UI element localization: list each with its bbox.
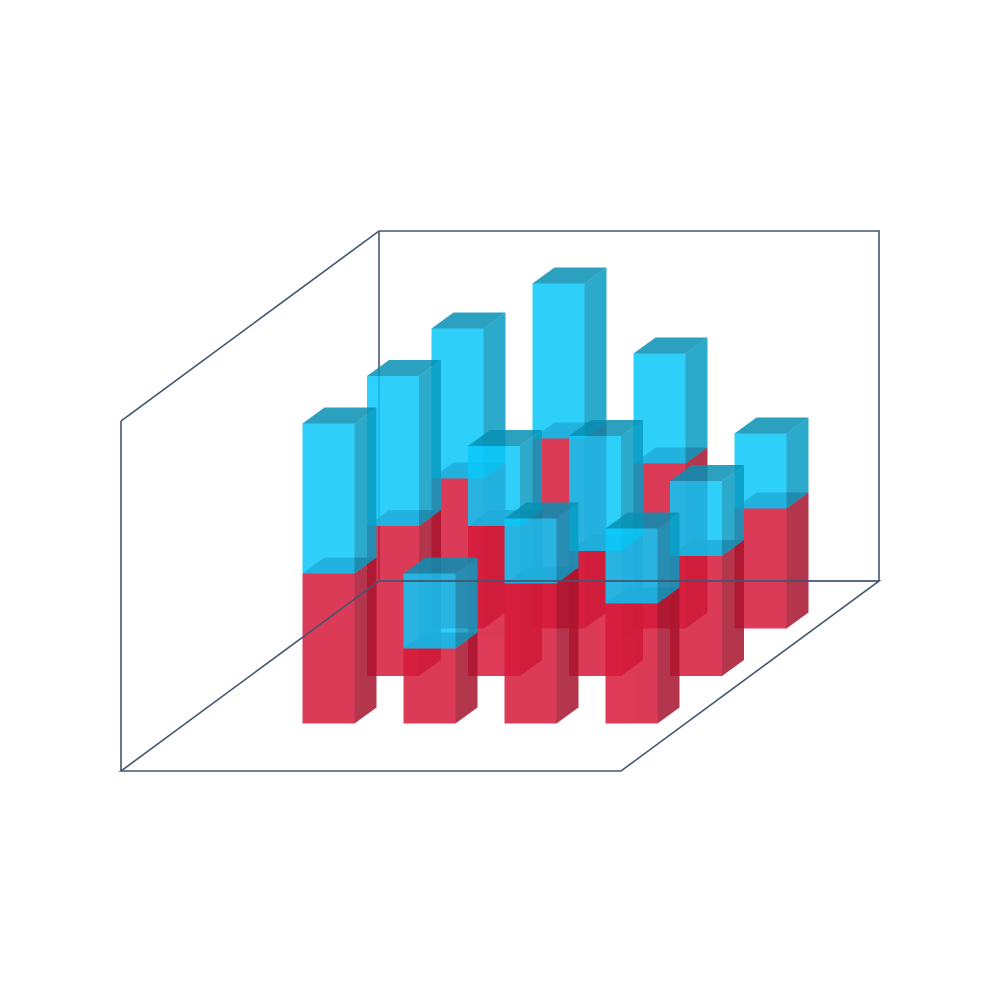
bar-top: [532, 267, 607, 284]
bar-side: [455, 632, 478, 724]
bar-front: [605, 603, 658, 724]
bar-segment-x2-z2-s2: [468, 430, 542, 526]
bar-side: [657, 587, 680, 724]
bar-front: [633, 353, 686, 464]
bar-front: [504, 518, 557, 584]
bar-segment-x4-z1-s1: [605, 587, 680, 724]
bar-front: [569, 436, 621, 551]
bar-segment-x2-z1-s2: [403, 557, 478, 649]
bar-front: [734, 508, 787, 629]
bar-front: [468, 446, 520, 526]
bar-top: [633, 337, 708, 354]
bar-side: [657, 512, 680, 604]
bar-front: [532, 283, 585, 439]
bar-top: [431, 312, 506, 329]
bar-side: [556, 502, 579, 584]
bar-top: [734, 417, 809, 434]
bar-segment-x3-z3-s2: [633, 337, 708, 464]
bar-side: [455, 557, 478, 649]
bar-top: [468, 430, 542, 446]
bar-segment-x1-z2-s2: [367, 360, 441, 526]
bar-segment-x4-z2-s2: [670, 465, 744, 556]
bar-top: [403, 557, 478, 574]
bar-top: [367, 360, 441, 376]
bar-front: [403, 573, 456, 649]
bar-side: [354, 407, 377, 574]
bar-side: [520, 430, 542, 526]
bar-segment-x4-z3-s2: [734, 417, 809, 509]
bar-top: [605, 512, 680, 529]
bar-side: [556, 567, 579, 724]
bar-segment-x4-z3-s1: [734, 492, 809, 629]
bar-front: [431, 328, 484, 479]
bar-front: [734, 433, 787, 509]
bar-segment-x3-z1-s1: [504, 567, 579, 724]
bar-front: [670, 556, 722, 676]
frame-back-top-edges: [120, 230, 880, 581]
bar-segment-x4-z2-s1: [670, 540, 744, 676]
bar-segment-x2-z3-s2: [532, 267, 607, 439]
bar-front: [403, 648, 456, 724]
bar-side: [354, 557, 377, 724]
chart-bars: [302, 267, 809, 724]
bar-top: [670, 465, 744, 481]
bar-side: [685, 337, 708, 464]
bar-top: [504, 502, 579, 519]
bar-front: [302, 573, 355, 724]
bar-top: [302, 407, 377, 424]
bar-front: [367, 376, 419, 526]
bar-side: [786, 492, 809, 629]
bar-front: [504, 583, 557, 724]
bar-front: [605, 528, 658, 604]
bar-front: [302, 423, 355, 574]
bar-segment-x1-z1-s2: [302, 407, 377, 574]
bar-side: [584, 267, 607, 439]
bar-top: [569, 420, 643, 436]
bar-side: [722, 465, 744, 556]
bar-segment-x1-z1-s1: [302, 557, 377, 724]
bar-segment-x3-z1-s2: [504, 502, 579, 584]
bar-side: [722, 540, 744, 676]
chart-frame-front: [118, 421, 882, 772]
bar-side: [419, 360, 441, 526]
bar-side: [786, 417, 809, 509]
bar-front: [670, 481, 722, 556]
bar-segment-x4-z1-s2: [605, 512, 680, 604]
